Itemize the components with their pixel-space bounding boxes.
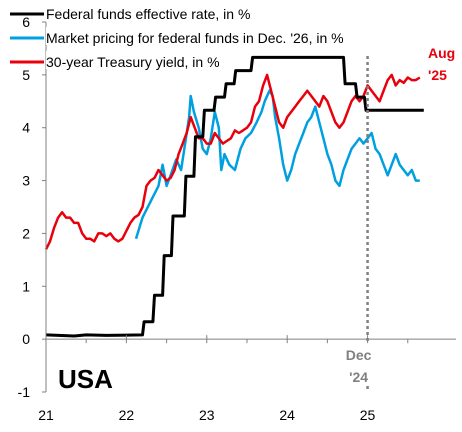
legend-bg-1 <box>46 27 346 45</box>
y-tick-label: -1 <box>18 384 31 400</box>
aug-25-label-line-1: '25 <box>428 67 447 83</box>
legend-label-1: Market pricing for federal funds in Dec.… <box>46 30 344 46</box>
x-tick-label: 21 <box>38 407 54 423</box>
series-line-0 <box>45 55 424 338</box>
x-tick-label: 23 <box>199 407 215 423</box>
y-tick-label: 3 <box>22 173 30 189</box>
y-tick-label: 6 <box>22 14 30 30</box>
aug-25-label-line-0: Aug <box>428 45 455 61</box>
y-tick-label: 5 <box>22 67 30 83</box>
series-line-1 <box>134 89 420 240</box>
legend-label-2: 30-year Treasury yield, in % <box>46 54 220 70</box>
dec-24-label-bg <box>337 344 382 386</box>
series-line-2 <box>44 73 421 250</box>
dec-24-label-line-1: '24 <box>349 369 368 385</box>
dec-24-label-line-0: Dec <box>346 347 372 363</box>
country-label: USA <box>58 364 113 394</box>
legend-label-0: Federal funds effective rate, in % <box>46 6 250 22</box>
y-tick-label: 2 <box>22 225 30 241</box>
y-tick-label: 4 <box>22 120 30 136</box>
x-tick-label: 25 <box>360 407 376 423</box>
y-tick-label: 1 <box>22 278 30 294</box>
legend-bg-2 <box>46 51 222 69</box>
x-tick-label: 22 <box>119 407 135 423</box>
legend-bg-0 <box>46 3 253 21</box>
x-tick-label: 24 <box>279 407 295 423</box>
y-tick-label: 0 <box>22 331 30 347</box>
